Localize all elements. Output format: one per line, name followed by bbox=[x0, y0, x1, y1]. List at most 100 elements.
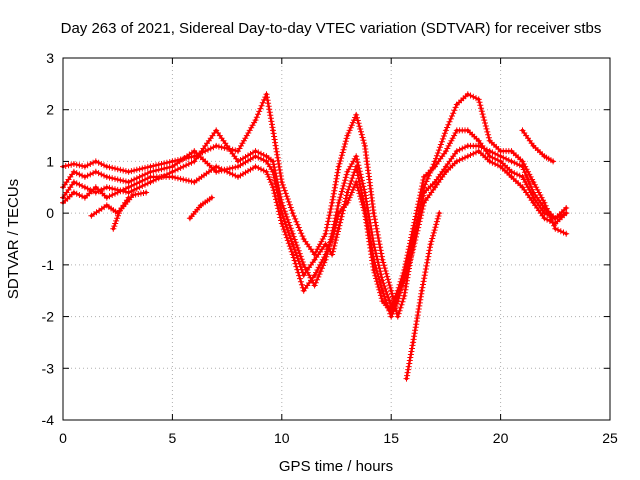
data-point bbox=[411, 340, 415, 344]
data-point bbox=[433, 185, 437, 189]
data-point bbox=[477, 97, 481, 101]
x-tick-label: 5 bbox=[169, 430, 177, 446]
data-point bbox=[291, 252, 295, 257]
data-point bbox=[72, 190, 76, 195]
data-point bbox=[372, 268, 376, 272]
data-point bbox=[236, 149, 240, 153]
data-point bbox=[291, 211, 295, 215]
data-point bbox=[313, 252, 317, 257]
data-point bbox=[553, 221, 557, 226]
data-point bbox=[509, 175, 514, 179]
data-point bbox=[302, 289, 306, 293]
y-tick-label: -2 bbox=[42, 309, 55, 325]
data-point bbox=[94, 159, 98, 163]
tick-layer: 0 5 10 15 20 25 -4 -3 -2 -1 0 1 2 3 bbox=[42, 50, 618, 446]
data-point bbox=[127, 196, 131, 200]
data-point bbox=[488, 139, 492, 143]
data-point bbox=[444, 128, 448, 132]
series-layer bbox=[60, 91, 570, 382]
data-point bbox=[509, 159, 514, 163]
data-point bbox=[488, 159, 492, 163]
data-point bbox=[330, 201, 334, 205]
data-point bbox=[105, 196, 109, 200]
data-point bbox=[437, 211, 441, 215]
data-point bbox=[422, 201, 426, 205]
series-markers bbox=[519, 127, 557, 165]
data-point bbox=[380, 258, 384, 262]
data-point bbox=[192, 159, 196, 163]
data-point bbox=[433, 165, 437, 169]
data-point bbox=[542, 201, 547, 205]
data-point bbox=[291, 242, 295, 246]
series-markers bbox=[60, 148, 570, 315]
data-point bbox=[531, 144, 536, 148]
data-point bbox=[466, 154, 470, 158]
data-point bbox=[542, 154, 547, 158]
data-point bbox=[170, 165, 174, 169]
series-track-2 bbox=[60, 127, 570, 310]
data-point bbox=[363, 211, 367, 215]
series-track-4 bbox=[60, 148, 570, 315]
data-point bbox=[330, 237, 334, 241]
data-point bbox=[553, 216, 557, 220]
data-point bbox=[148, 175, 153, 179]
data-point bbox=[280, 180, 284, 184]
data-point bbox=[404, 377, 409, 381]
data-point bbox=[148, 165, 153, 169]
data-point bbox=[396, 315, 400, 319]
data-point bbox=[313, 258, 317, 262]
data-point bbox=[302, 237, 306, 241]
data-point bbox=[271, 159, 275, 163]
data-point bbox=[127, 190, 131, 195]
data-point bbox=[188, 216, 192, 220]
data-point bbox=[111, 227, 115, 231]
series-markers bbox=[110, 194, 132, 232]
data-point bbox=[94, 170, 98, 174]
data-point bbox=[354, 180, 358, 184]
data-point bbox=[444, 149, 448, 153]
data-point bbox=[477, 144, 481, 148]
data-point bbox=[170, 159, 174, 163]
data-point bbox=[477, 149, 481, 153]
data-point bbox=[345, 190, 349, 195]
data-point bbox=[337, 211, 341, 215]
data-point bbox=[455, 149, 459, 153]
data-point bbox=[89, 214, 93, 218]
x-axis-label: GPS time / hours bbox=[279, 458, 393, 475]
data-point bbox=[105, 175, 109, 179]
data-point bbox=[313, 273, 317, 277]
data-point bbox=[488, 149, 492, 153]
data-point bbox=[509, 170, 514, 174]
data-point bbox=[564, 206, 568, 210]
series-track-9 bbox=[519, 127, 557, 165]
data-point bbox=[210, 196, 214, 200]
data-point bbox=[118, 209, 122, 213]
data-point bbox=[302, 273, 306, 277]
data-point bbox=[127, 180, 131, 184]
data-point bbox=[83, 196, 87, 200]
data-point bbox=[127, 185, 131, 189]
data-point bbox=[520, 128, 525, 132]
data-point bbox=[396, 294, 400, 298]
x-tick-label: 15 bbox=[383, 430, 399, 446]
data-point bbox=[264, 92, 269, 96]
data-point bbox=[83, 175, 87, 179]
data-point bbox=[253, 149, 258, 153]
data-point bbox=[144, 190, 148, 195]
data-point bbox=[520, 175, 525, 179]
data-point bbox=[444, 165, 448, 169]
data-point bbox=[531, 196, 536, 200]
data-point bbox=[551, 159, 555, 163]
data-point bbox=[444, 170, 448, 174]
y-axis-label: SDTVAR / TECUs bbox=[5, 179, 22, 299]
data-point bbox=[372, 211, 376, 215]
data-point bbox=[520, 165, 525, 169]
data-point bbox=[402, 278, 406, 282]
data-point bbox=[214, 170, 218, 174]
data-point bbox=[564, 232, 568, 236]
x-tick-label: 0 bbox=[59, 430, 67, 446]
x-tick-label: 25 bbox=[602, 430, 618, 446]
series-track-6 bbox=[186, 194, 215, 222]
data-point bbox=[553, 227, 557, 231]
data-point bbox=[330, 252, 334, 257]
